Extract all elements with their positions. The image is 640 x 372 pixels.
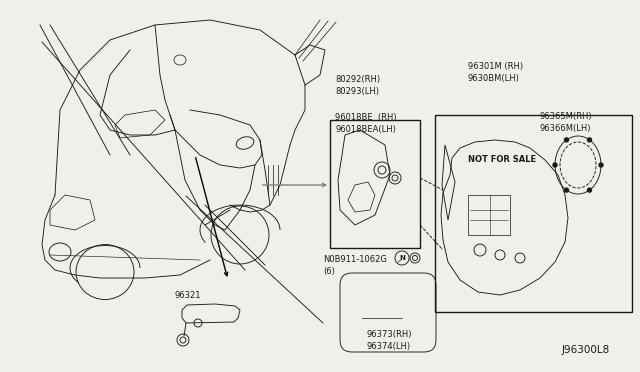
Text: J96300L8: J96300L8 [562,345,610,355]
Text: 96321: 96321 [175,291,201,300]
Text: N: N [399,255,405,261]
Circle shape [564,188,568,192]
Bar [435,115,632,312]
Circle shape [599,163,603,167]
Text: 96301M (RH)
9630BM(LH): 96301M (RH) 9630BM(LH) [468,62,523,83]
Circle shape [588,188,591,192]
Text: NOT FOR SALE: NOT FOR SALE [468,155,536,164]
Circle shape [553,163,557,167]
Bar [330,120,420,248]
Text: 96373(RH)
96374(LH): 96373(RH) 96374(LH) [366,330,412,351]
Text: 96365M(RH)
96366M(LH): 96365M(RH) 96366M(LH) [539,112,591,133]
Circle shape [588,138,591,142]
Text: 96018BE  (RH)
96018BEA(LH): 96018BE (RH) 96018BEA(LH) [335,113,397,134]
Text: 80292(RH)
80293(LH): 80292(RH) 80293(LH) [335,75,380,96]
Circle shape [564,138,568,142]
Text: N0B911-1062G
(6): N0B911-1062G (6) [323,255,387,276]
